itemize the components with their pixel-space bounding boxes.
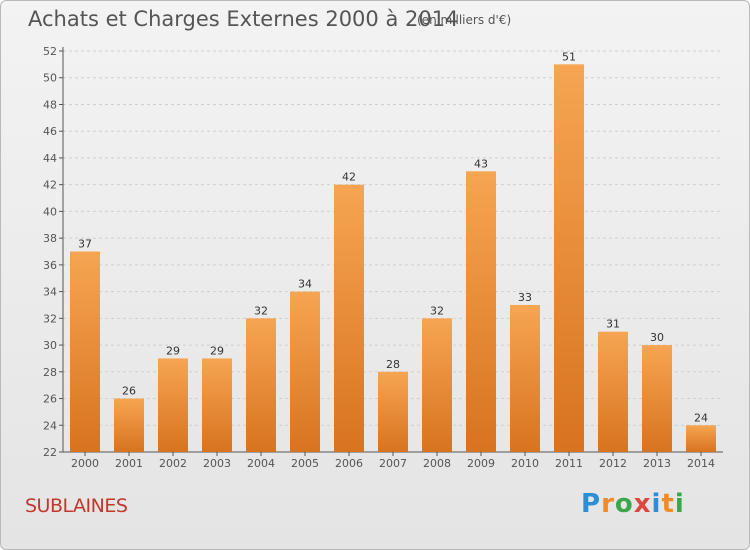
y-tick-label: 44	[43, 152, 57, 165]
x-tick-label: 2010	[511, 457, 539, 470]
y-tick-label: 24	[43, 419, 57, 432]
value-label: 33	[518, 291, 532, 304]
y-tick-label: 30	[43, 339, 57, 352]
y-tick-label: 40	[43, 205, 57, 218]
bar	[378, 371, 408, 452]
logo-letter: i	[651, 489, 662, 519]
value-labels: 37 26 29 29 32 34 42 28 32 43 33 51 31 30 24	[78, 50, 708, 424]
bar	[202, 358, 232, 452]
y-tick-label: 28	[43, 366, 57, 379]
x-tick-label: 2005	[291, 457, 319, 470]
chart-title: Achats et Charges Externes 2000 à 2014	[28, 7, 459, 31]
value-label: 31	[606, 318, 620, 331]
x-tick-label: 2004	[247, 457, 275, 470]
commune-name: SUBLAINES	[25, 495, 128, 517]
value-label: 32	[430, 304, 444, 317]
value-label: 30	[650, 331, 664, 344]
logo-letter: t	[661, 489, 675, 519]
x-tick-label: 2000	[71, 457, 99, 470]
x-tick-label: 2002	[159, 457, 187, 470]
y-tick-label: 46	[43, 125, 57, 138]
bar	[686, 425, 716, 452]
y-tick-label: 50	[43, 72, 57, 85]
chart-subtitle: (en milliers d'€)	[417, 13, 512, 27]
bar	[510, 304, 540, 452]
bar	[334, 184, 364, 452]
bar	[114, 398, 144, 452]
bar	[422, 318, 452, 452]
value-label: 24	[694, 411, 708, 424]
logo-letter: o	[614, 489, 634, 519]
y-tick-label: 52	[43, 45, 57, 58]
x-tick-label: 2009	[467, 457, 495, 470]
logo-letter: i	[674, 489, 685, 519]
bar	[554, 64, 584, 452]
x-tick-label: 2007	[379, 457, 407, 470]
x-tick-label: 2003	[203, 457, 231, 470]
value-label: 51	[562, 50, 576, 63]
x-tick-label: 2006	[335, 457, 363, 470]
y-tick-label: 36	[43, 259, 57, 272]
bar	[246, 318, 276, 452]
y-tick-label: 26	[43, 393, 57, 406]
y-tick-label: 34	[43, 286, 57, 299]
value-label: 29	[166, 344, 180, 357]
bar	[642, 345, 672, 452]
value-label: 43	[474, 157, 488, 170]
bar	[290, 291, 320, 452]
x-tick-label: 2012	[599, 457, 627, 470]
value-label: 29	[210, 344, 224, 357]
value-label: 42	[342, 171, 356, 184]
y-tick-label: 42	[43, 179, 57, 192]
logo-letter: P	[581, 489, 602, 519]
x-tick-labels: 2000 2001 2002 2003 2004 2005 2006 2007 2008 2009…	[71, 452, 715, 470]
y-tick-label: 48	[43, 98, 57, 111]
bar	[466, 171, 496, 453]
value-label: 37	[78, 238, 92, 251]
x-tick-label: 2001	[115, 457, 143, 470]
x-tick-label: 2008	[423, 457, 451, 470]
y-tick-label: 22	[43, 446, 57, 459]
x-tick-label: 2013	[643, 457, 671, 470]
bar	[158, 358, 188, 452]
y-tick-label: 32	[43, 312, 57, 325]
y-tick-label: 38	[43, 232, 57, 245]
value-label: 34	[298, 278, 312, 291]
value-label: 32	[254, 304, 268, 317]
logo-letter: x	[633, 489, 652, 519]
proxiti-logo[interactable]: Proxiti	[581, 489, 685, 519]
bar	[598, 331, 628, 452]
bars	[70, 64, 716, 453]
y-tick-labels: 22 24 26 28 30 32 34 36 38 40 42 44 46 48 50 52	[43, 45, 57, 459]
value-label: 28	[386, 358, 400, 371]
x-tick-label: 2014	[687, 457, 715, 470]
bar	[70, 251, 100, 452]
value-label: 26	[122, 385, 136, 398]
logo-letter: r	[601, 489, 615, 519]
x-tick-label: 2011	[555, 457, 583, 470]
